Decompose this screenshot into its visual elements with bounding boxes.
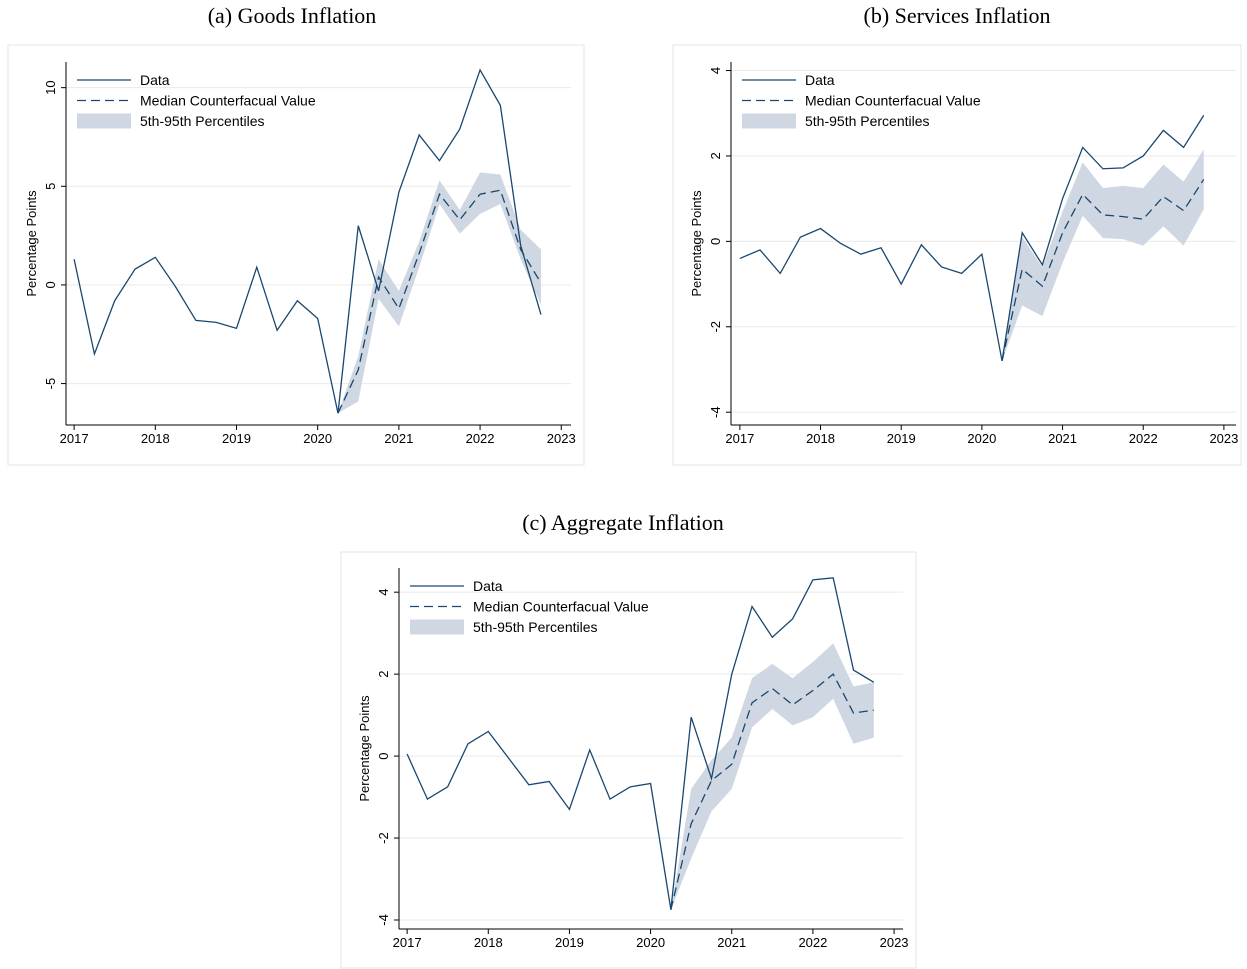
panel-frame bbox=[672, 44, 1242, 466]
data-line bbox=[73, 68, 542, 414]
y-tick-label: -2 bbox=[708, 321, 723, 333]
y-tick-label: 4 bbox=[376, 589, 391, 596]
legend-label: Median Counterfacual Value bbox=[140, 93, 316, 109]
panel-title: (a) Goods Inflation bbox=[208, 3, 377, 28]
x-tick-label: 2019 bbox=[222, 431, 251, 446]
x-tick-label: 2021 bbox=[1048, 431, 1077, 446]
legend-label: 5th-95th Percentiles bbox=[140, 113, 265, 129]
x-tick-label: 2021 bbox=[384, 431, 413, 446]
x-tick-label: 2017 bbox=[60, 431, 89, 446]
x-tick-label: 2018 bbox=[474, 935, 503, 950]
x-tick-label: 2023 bbox=[1209, 431, 1238, 446]
y-tick-label: 4 bbox=[708, 67, 723, 74]
y-axis-label: Percentage Points bbox=[24, 190, 39, 297]
y-tick-label: 2 bbox=[376, 671, 391, 678]
x-tick-label: 2018 bbox=[141, 431, 170, 446]
x-tick-label: 2018 bbox=[806, 431, 835, 446]
x-tick-label: 2017 bbox=[725, 431, 754, 446]
legend-swatch bbox=[410, 619, 464, 635]
panel-frame bbox=[340, 551, 917, 969]
y-tick-label: 2 bbox=[708, 152, 723, 159]
y-tick-label: -4 bbox=[376, 914, 391, 926]
x-tick-label: 2020 bbox=[636, 935, 665, 950]
median-line bbox=[337, 189, 542, 414]
x-tick-label: 2019 bbox=[887, 431, 916, 446]
x-tick-label: 2020 bbox=[967, 431, 996, 446]
x-tick-label: 2020 bbox=[303, 431, 332, 446]
legend-label: 5th-95th Percentiles bbox=[473, 619, 598, 635]
median-line bbox=[1001, 179, 1205, 362]
y-tick-label: 0 bbox=[376, 752, 391, 759]
legend-label: Median Counterfacual Value bbox=[473, 599, 649, 615]
legend-swatch bbox=[77, 113, 131, 129]
percentile-band bbox=[670, 643, 874, 910]
x-tick-label: 2023 bbox=[880, 935, 909, 950]
y-tick-label: -2 bbox=[376, 832, 391, 844]
y-axis-label: Percentage Points bbox=[357, 695, 372, 802]
percentile-band bbox=[337, 172, 541, 414]
legend-swatch bbox=[742, 113, 796, 129]
y-tick-label: 0 bbox=[43, 281, 58, 288]
data-line bbox=[406, 577, 875, 910]
legend-label: Median Counterfacual Value bbox=[805, 93, 981, 109]
x-tick-label: 2022 bbox=[798, 935, 827, 950]
legend-label: 5th-95th Percentiles bbox=[805, 113, 930, 129]
panel-title: (c) Aggregate Inflation bbox=[522, 510, 724, 535]
data-line bbox=[739, 115, 1205, 362]
legend-label: Data bbox=[473, 578, 503, 594]
legend-label: Data bbox=[805, 72, 835, 88]
x-tick-label: 2019 bbox=[555, 935, 584, 950]
x-tick-label: 2017 bbox=[393, 935, 422, 950]
y-tick-label: 5 bbox=[43, 183, 58, 190]
percentile-band bbox=[1002, 149, 1204, 361]
y-tick-label: 10 bbox=[43, 80, 58, 94]
x-tick-label: 2021 bbox=[717, 935, 746, 950]
x-tick-label: 2022 bbox=[1129, 431, 1158, 446]
y-tick-label: -4 bbox=[708, 406, 723, 418]
median-line bbox=[670, 673, 874, 910]
y-tick-label: -5 bbox=[43, 378, 58, 390]
y-axis-label: Percentage Points bbox=[689, 190, 704, 297]
x-tick-label: 2022 bbox=[466, 431, 495, 446]
panel-frame bbox=[7, 44, 585, 466]
y-tick-label: 0 bbox=[708, 238, 723, 245]
x-tick-label: 2023 bbox=[547, 431, 576, 446]
legend-label: Data bbox=[140, 72, 170, 88]
panel-title: (b) Services Inflation bbox=[864, 3, 1051, 28]
